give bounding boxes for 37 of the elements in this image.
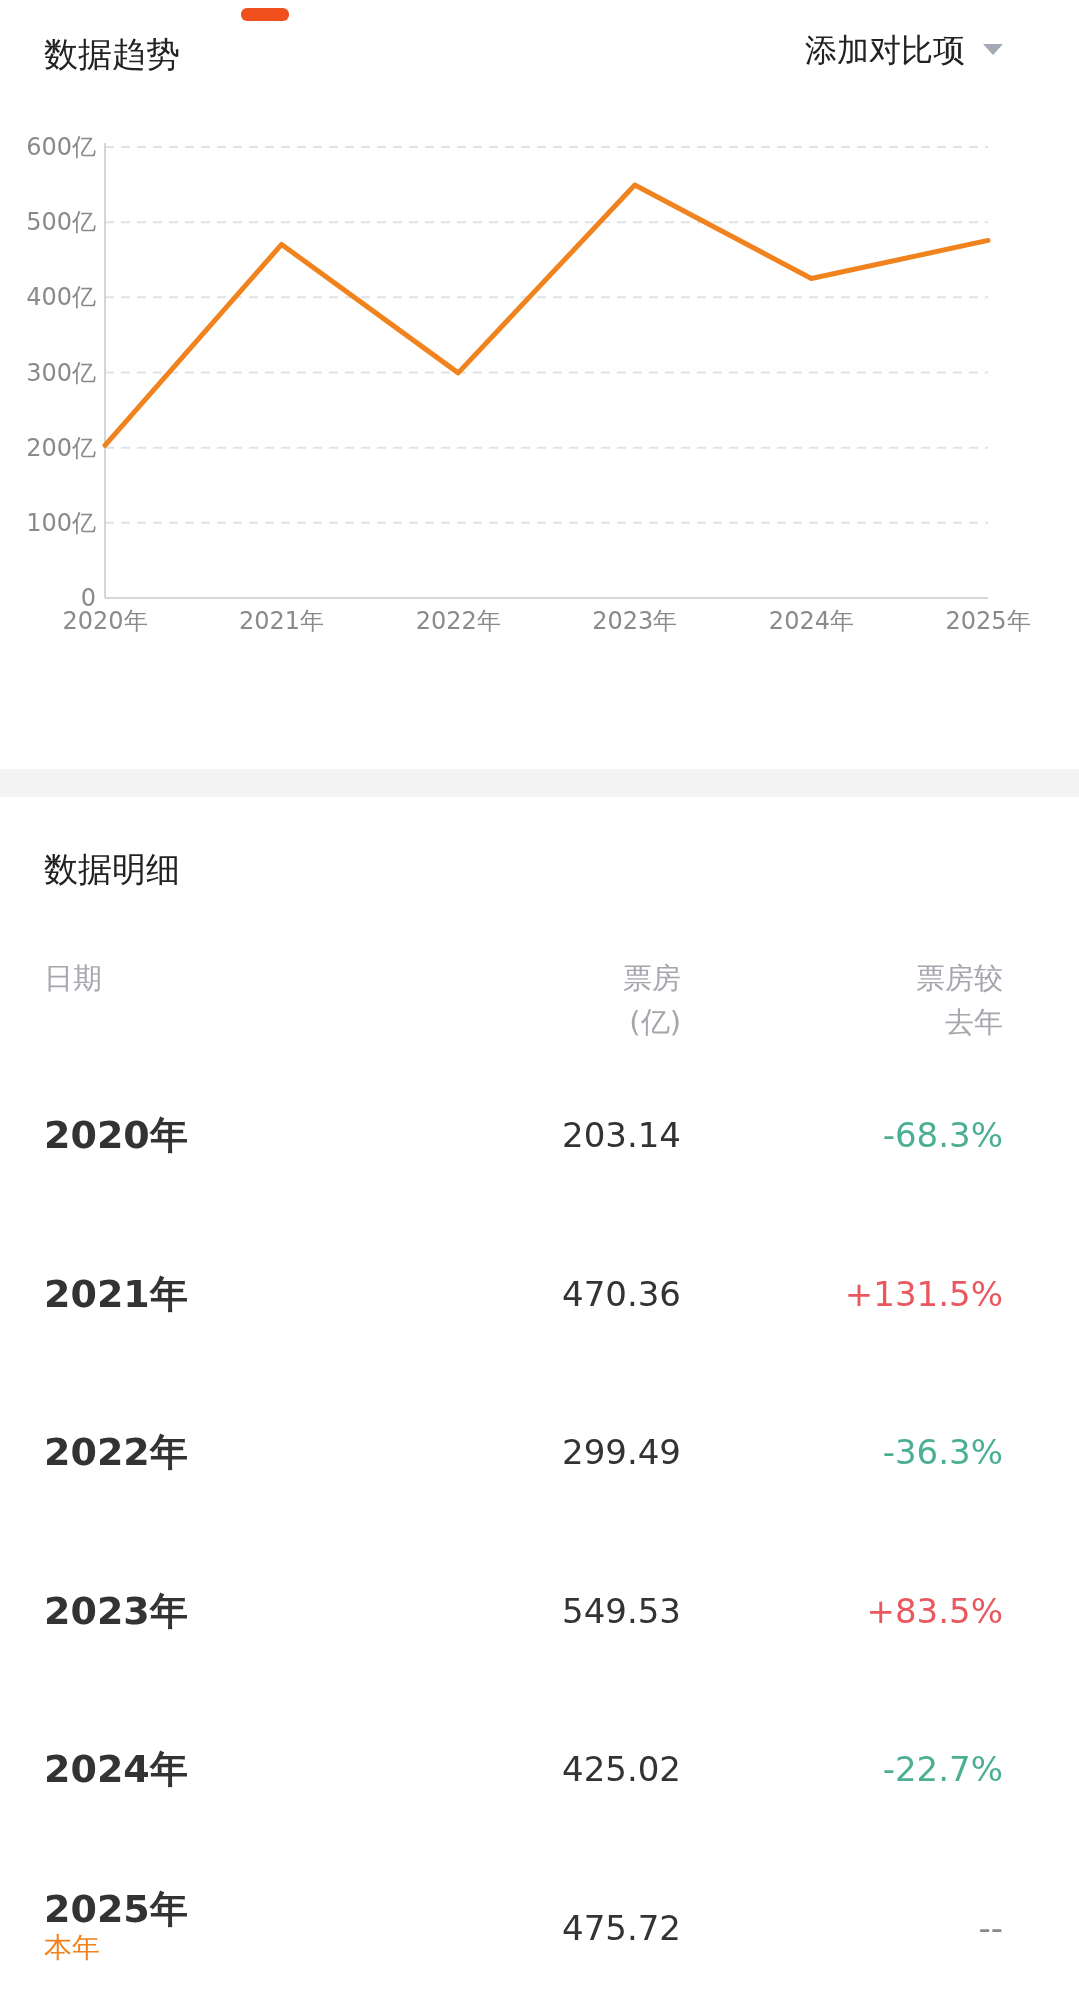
text: 数据明细 xyxy=(44,849,180,889)
y-axis-title: 日期 xyxy=(44,961,102,995)
data-label: -68.3% xyxy=(882,1115,1003,1155)
data-label: 299.49 xyxy=(562,1432,681,1472)
x-tick-label: 2022年 xyxy=(415,607,501,635)
y-tick-label: 200亿 xyxy=(26,433,96,462)
data-label: 470.36 xyxy=(562,1273,681,1314)
data-label: +131.5% xyxy=(844,1273,1003,1314)
data-label: 425.02 xyxy=(562,1749,681,1789)
x-tick-label: 2024年 xyxy=(768,607,854,635)
data-label: 203.14 xyxy=(562,1115,681,1155)
text: 本年 xyxy=(44,1931,100,1964)
data-label: -22.7% xyxy=(882,1749,1003,1789)
data-label: 549.53 xyxy=(562,1590,681,1631)
y-tick-label: 400亿 xyxy=(26,283,96,312)
y-tick-label: 2025年 xyxy=(44,1886,188,1931)
y-tick-label: 2024年 xyxy=(44,1747,188,1791)
x-tick-label: 2025年 xyxy=(945,607,1031,635)
y-tick-label: 300亿 xyxy=(26,358,96,387)
chart-title: 数据趋势 xyxy=(44,34,180,74)
y-tick-label: 0 xyxy=(80,584,96,612)
text: -- xyxy=(978,1907,1003,1948)
y-tick-label: 2020年 xyxy=(44,1113,188,1157)
x-tick-label: 票房较去年 xyxy=(916,961,1003,1039)
x-tick-label: 2021年 xyxy=(239,607,325,635)
data-label: -36.3% xyxy=(882,1432,1003,1472)
y-tick-label: 100亿 xyxy=(26,508,96,537)
data-label: +83.5% xyxy=(866,1590,1003,1631)
y-tick-label: 2021年 xyxy=(44,1271,188,1316)
x-tick-label: 2023年 xyxy=(592,607,678,635)
y-tick-label: 2023年 xyxy=(44,1588,188,1633)
text: 添加对比项 xyxy=(805,31,965,69)
data-label: 475.72 xyxy=(562,1907,681,1948)
x-tick-label: 票房 (亿) xyxy=(623,961,681,1039)
y-tick-label: 2022年 xyxy=(44,1430,188,1474)
y-tick-label: 500亿 xyxy=(26,208,96,237)
y-tick-label: 600亿 xyxy=(26,133,96,161)
